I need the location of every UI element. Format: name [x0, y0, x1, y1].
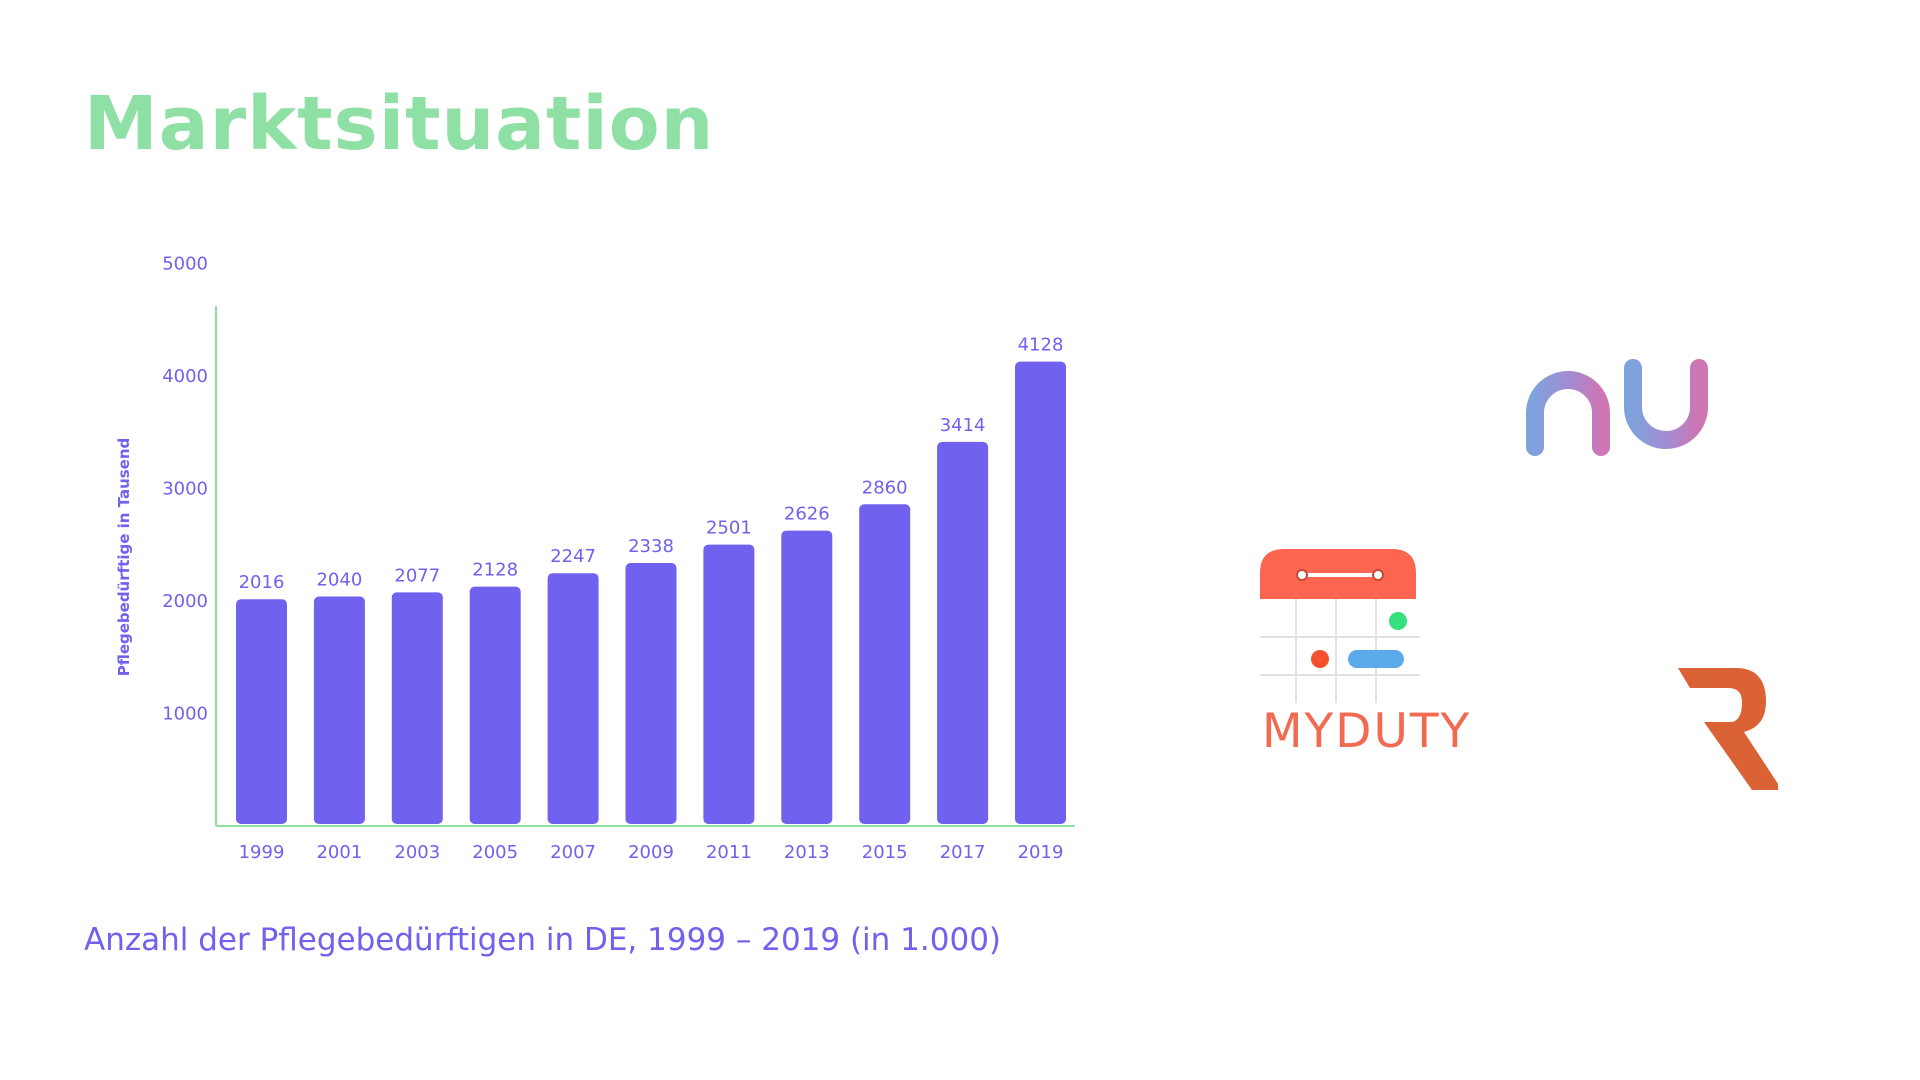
x-tick-label: 2007 [550, 842, 596, 863]
chart-caption: Anzahl der Pflegebedürftigen in DE, 1999… [84, 922, 1002, 958]
myduty-logo [1260, 549, 1420, 703]
data-label: 2040 [316, 570, 362, 591]
bar [313, 596, 365, 824]
bar [391, 592, 443, 824]
r-logo [1678, 668, 1778, 790]
bar [937, 441, 989, 824]
data-label: 3414 [940, 415, 986, 436]
data-label: 2128 [472, 560, 518, 581]
x-tick-label: 2019 [1018, 842, 1064, 863]
y-tick-label: 5000 [162, 254, 208, 275]
nui-logo [1526, 359, 1748, 456]
bar [236, 599, 287, 824]
y-tick-label: 1000 [162, 704, 208, 725]
y-tick-label: 4000 [162, 366, 208, 387]
x-tick-label: 2005 [472, 842, 518, 863]
data-label: 2626 [784, 504, 830, 525]
data-label: 2016 [239, 572, 285, 593]
page-title: Marktsituation [84, 81, 715, 167]
data-label: 2501 [706, 518, 752, 539]
bar [547, 573, 599, 824]
bar [859, 504, 911, 824]
bar [469, 586, 521, 824]
y-tick-label: 3000 [162, 479, 208, 500]
x-tick-label: 2011 [706, 842, 752, 863]
x-tick-label: 1999 [239, 842, 285, 863]
x-tick-label: 2015 [862, 842, 908, 863]
y-tick-label: 2000 [162, 591, 208, 612]
bar [1015, 361, 1066, 824]
bar [703, 544, 755, 824]
bar-chart: Pflegebedürftige in Tausend 1000 2000 3000… [115, 254, 1075, 863]
y-axis-label: Pflegebedürftige in Tausend [115, 438, 133, 677]
myduty-wordmark: MYDUTY [1262, 704, 1472, 759]
bar [625, 562, 677, 824]
x-tick-label: 2017 [940, 842, 986, 863]
data-label: 2860 [862, 477, 908, 498]
data-label: 2077 [394, 565, 440, 586]
data-label: 4128 [1018, 335, 1064, 356]
data-label: 2338 [628, 536, 674, 557]
x-tick-label: 2009 [628, 842, 674, 863]
x-tick-label: 2013 [784, 842, 830, 863]
data-label: 2247 [550, 546, 596, 567]
bar [781, 530, 833, 824]
x-tick-label: 2001 [316, 842, 362, 863]
x-tick-label: 2003 [394, 842, 440, 863]
